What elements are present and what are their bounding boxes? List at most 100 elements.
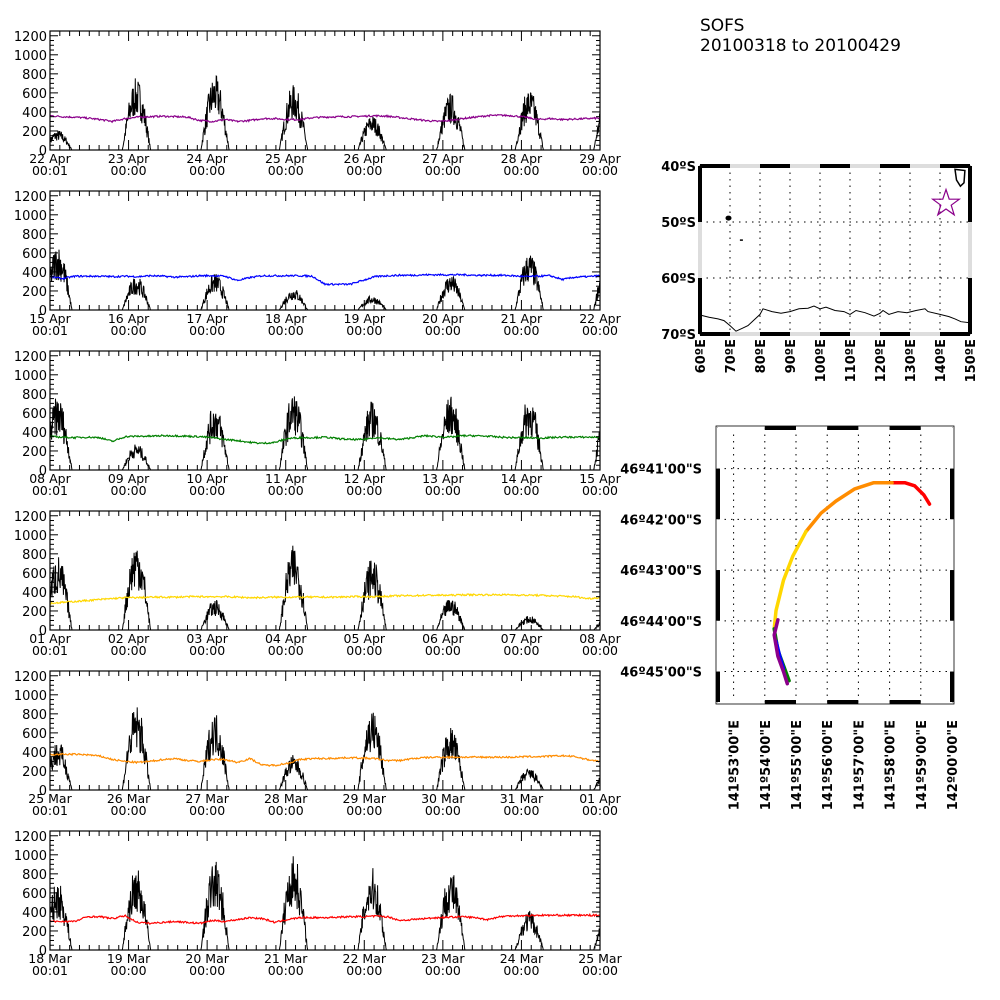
- x-tick-label-date: 15 Apr: [29, 311, 71, 326]
- y-tick-label: 800: [22, 228, 47, 243]
- y-tick-label: 1200: [14, 30, 47, 45]
- x-tick-label-time: 00:00: [189, 163, 225, 178]
- x-tick-label-date: 30 Mar: [421, 791, 465, 806]
- x-tick-label-time: 00:00: [111, 323, 147, 338]
- track-map-background: [718, 428, 952, 702]
- y-tick-label: 200: [22, 925, 47, 940]
- x-tick-label-time: 00:00: [425, 323, 461, 338]
- y-tick-label: 800: [22, 68, 47, 83]
- track-lon-label: 142º00'00"E: [946, 720, 961, 810]
- map-lon-label: 140ºE: [934, 339, 949, 382]
- x-tick-label-date: 23 Mar: [421, 951, 465, 966]
- y-tick-label: 600: [22, 87, 47, 102]
- x-tick-label-time: 00:00: [268, 963, 304, 978]
- x-tick-label-time: 00:00: [268, 643, 304, 658]
- y-tick-label: 600: [22, 407, 47, 422]
- y-tick-label: 1200: [14, 350, 47, 365]
- x-tick-label-date: 27 Apr: [422, 151, 464, 166]
- track-lat-label: 46º42'00"S: [620, 513, 702, 528]
- map-lon-label: 100ºE: [814, 339, 829, 382]
- x-tick-label-time: 00:00: [503, 643, 539, 658]
- track-lon-label: 141º55'00"E: [790, 720, 805, 810]
- y-tick-label: 600: [22, 567, 47, 582]
- y-tick-label: 1000: [14, 849, 47, 864]
- y-tick-label: 400: [22, 106, 47, 121]
- x-tick-label-time: 00:00: [111, 483, 147, 498]
- x-tick-label-time: 00:01: [32, 163, 68, 178]
- x-tick-label-time: 00:01: [32, 323, 68, 338]
- x-tick-label-date: 02 Apr: [108, 631, 150, 646]
- x-tick-label-date: 16 Apr: [108, 311, 150, 326]
- y-tick-label: 0: [39, 144, 47, 159]
- x-tick-label-date: 23 Apr: [108, 151, 150, 166]
- track-lon-label: 141º54'00"E: [759, 720, 774, 810]
- x-tick-label-time: 00:00: [111, 803, 147, 818]
- x-tick-label-date: 25 Mar: [28, 791, 72, 806]
- x-tick-label-date: 14 Apr: [501, 471, 543, 486]
- y-tick-label: 0: [39, 304, 47, 319]
- x-tick-label-time: 00:00: [268, 803, 304, 818]
- baseline-line: [49, 593, 601, 605]
- y-tick-label: 400: [22, 266, 47, 281]
- figure-title: SOFS 20100318 to 20100429: [700, 16, 901, 56]
- x-tick-label-time: 00:00: [425, 483, 461, 498]
- x-tick-label-time: 00:00: [111, 963, 147, 978]
- x-tick-label-date: 22 Apr: [579, 311, 621, 326]
- x-tick-label-date: 24 Apr: [186, 151, 228, 166]
- track-lat-label: 46º44'00"S: [620, 615, 702, 630]
- x-tick-label-time: 00:00: [346, 643, 382, 658]
- heard-island: [739, 239, 743, 241]
- map-lon-label: 120ºE: [874, 339, 889, 382]
- x-tick-label-time: 00:00: [268, 483, 304, 498]
- x-tick-label-time: 00:01: [32, 963, 68, 978]
- y-tick-label: 1000: [14, 529, 47, 544]
- x-tick-label-time: 00:00: [425, 163, 461, 178]
- x-tick-label-time: 00:00: [582, 323, 618, 338]
- x-tick-label-date: 01 Apr: [29, 631, 71, 646]
- x-tick-label-date: 01 Apr: [579, 791, 621, 806]
- y-tick-label: 800: [22, 868, 47, 883]
- x-tick-label-date: 17 Apr: [186, 311, 228, 326]
- y-tick-label: 600: [22, 247, 47, 262]
- baseline-line: [49, 752, 601, 767]
- baseline-line: [49, 113, 601, 124]
- y-tick-label: 0: [39, 784, 47, 799]
- x-tick-label-date: 19 Mar: [107, 951, 151, 966]
- x-tick-label-time: 00:01: [32, 643, 68, 658]
- x-tick-label-date: 18 Apr: [265, 311, 307, 326]
- x-tick-label-time: 00:01: [32, 483, 68, 498]
- x-tick-label-date: 03 Apr: [186, 631, 228, 646]
- x-tick-label-time: 00:00: [582, 483, 618, 498]
- x-tick-label-date: 28 Apr: [501, 151, 543, 166]
- irradiance-line: [49, 75, 601, 151]
- track-segment-2: [804, 481, 894, 534]
- x-tick-label-time: 00:00: [425, 963, 461, 978]
- map-lon-label: 130ºE: [904, 339, 919, 382]
- x-tick-label-time: 00:00: [582, 643, 618, 658]
- y-tick-label: 1000: [14, 689, 47, 704]
- x-tick-label-time: 00:01: [32, 803, 68, 818]
- x-tick-label-date: 26 Apr: [344, 151, 386, 166]
- x-tick-label-time: 00:00: [503, 163, 539, 178]
- x-tick-label-date: 27 Mar: [185, 791, 229, 806]
- irradiance-line: [49, 856, 601, 951]
- track-map-outer-frame: [715, 425, 955, 705]
- x-tick-label-date: 31 Mar: [500, 791, 544, 806]
- x-tick-label-time: 00:00: [346, 803, 382, 818]
- x-tick-label-date: 12 Apr: [344, 471, 386, 486]
- track-lat-label: 46º41'00"S: [620, 463, 702, 478]
- x-tick-label-date: 07 Apr: [501, 631, 543, 646]
- x-tick-label-time: 00:00: [189, 483, 225, 498]
- antarctica-coastline: [699, 305, 971, 332]
- x-tick-label-time: 00:00: [503, 483, 539, 498]
- irradiance-line: [49, 545, 601, 631]
- x-tick-label-date: 15 Apr: [579, 471, 621, 486]
- y-tick-label: 400: [22, 906, 47, 921]
- x-tick-label-time: 00:00: [503, 323, 539, 338]
- map-lon-label: 60ºE: [694, 339, 709, 373]
- y-tick-label: 0: [39, 464, 47, 479]
- y-tick-label: 1000: [14, 49, 47, 64]
